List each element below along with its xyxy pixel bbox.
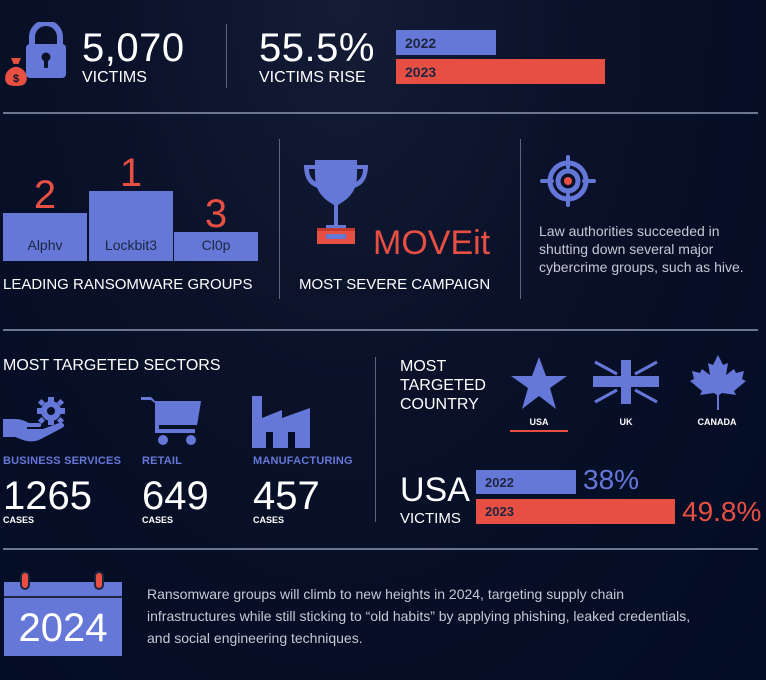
maple-leaf-icon [690, 355, 746, 410]
bar-2023: 2023 [396, 59, 605, 84]
sector-business-services-name: BUSINESS SERVICES [3, 455, 122, 467]
sector-manufacturing-name: MANUFACTURING [253, 455, 353, 467]
sector-business-services-value: 1265 [3, 474, 92, 518]
sector-retail-unit: CASES [142, 515, 174, 525]
usa-bar-2022: 2022 [476, 470, 576, 494]
usa-bar-2023-value: 49.8% [682, 496, 762, 527]
victims-rise-label: VICTIMS RISE [259, 69, 366, 86]
selected-underline [510, 430, 568, 432]
divider-horizontal [3, 329, 758, 331]
forecast-text: Ransomware groups will climb to new heig… [147, 586, 691, 646]
calendar-ring-left [20, 571, 30, 590]
sector-retail-value: 649 [142, 474, 209, 518]
sector-manufacturing-unit: CASES [253, 515, 285, 525]
campaign-name: MOVEit [373, 224, 491, 262]
uk-flag-icon [593, 360, 659, 404]
target-icon [540, 155, 596, 207]
podium-cl0p: Cl0p [174, 232, 258, 261]
law-text: Law authorities succeeded in shutting do… [539, 223, 744, 275]
divider-horizontal [3, 112, 758, 114]
divider-vertical [226, 24, 227, 88]
usa-bar-2022-value: 38% [583, 464, 640, 495]
victims-rise-value: 55.5% [259, 26, 375, 70]
rank-lockbit3: 1 [119, 151, 143, 195]
podium-alphv-label: Alphv [27, 237, 63, 253]
leading-groups-title: LEADING RANSOMWARE GROUPS [3, 276, 253, 293]
lock-icon [26, 22, 66, 78]
sector-retail-name: RETAIL [142, 455, 183, 467]
divider-horizontal [3, 548, 758, 550]
bar-2022: 2022 [396, 30, 496, 55]
divider-vertical [375, 357, 376, 522]
calendar-ring-right [94, 571, 104, 590]
calendar-icon: 2024 [4, 582, 122, 656]
usa-victims-subtitle: VICTIMS [400, 510, 461, 527]
usa-victims-title: USA [400, 471, 470, 509]
podium-cl0p-label: Cl0p [201, 237, 231, 253]
cart-icon [141, 397, 201, 445]
country-uk-label: UK [619, 417, 633, 427]
sector-manufacturing-value: 457 [253, 474, 320, 518]
factory-icon [252, 396, 310, 448]
podium-alphv: Alphv [3, 213, 87, 261]
country-canada-label: CANADA [697, 417, 737, 427]
bar-2023-label: 2023 [405, 63, 437, 80]
podium-lockbit3: Lockbit3 [89, 191, 173, 261]
country-usa-label: USA [529, 417, 549, 427]
usa-bar-2023-label: 2023 [485, 504, 514, 519]
star-icon [511, 357, 567, 409]
usa-bar-2023: 2023 [476, 499, 675, 524]
divider-vertical [279, 139, 280, 299]
usa-bar-2022-label: 2022 [485, 474, 514, 490]
podium-lockbit3-label: Lockbit3 [104, 237, 158, 253]
rank-cl0p: 3 [204, 192, 228, 236]
trophy-icon [304, 160, 368, 244]
victims-value: 5,070 [82, 26, 185, 70]
sector-business-services-unit: CASES [3, 515, 35, 525]
country-title: MOST TARGETED COUNTRY [400, 358, 486, 413]
campaign-label: MOST SEVERE CAMPAIGN [299, 276, 491, 293]
victims-label: VICTIMS [82, 69, 147, 86]
rank-alphv: 2 [33, 173, 57, 217]
calendar-year: 2024 [18, 606, 108, 650]
hand-gear-icon [3, 397, 65, 442]
svg-text:$: $ [13, 73, 19, 85]
money-bag-icon: $ [5, 58, 27, 86]
divider-vertical [520, 139, 521, 299]
sectors-title: MOST TARGETED SECTORS [3, 357, 221, 374]
calendar-header-line [4, 596, 122, 598]
bar-2022-label: 2022 [405, 34, 437, 51]
